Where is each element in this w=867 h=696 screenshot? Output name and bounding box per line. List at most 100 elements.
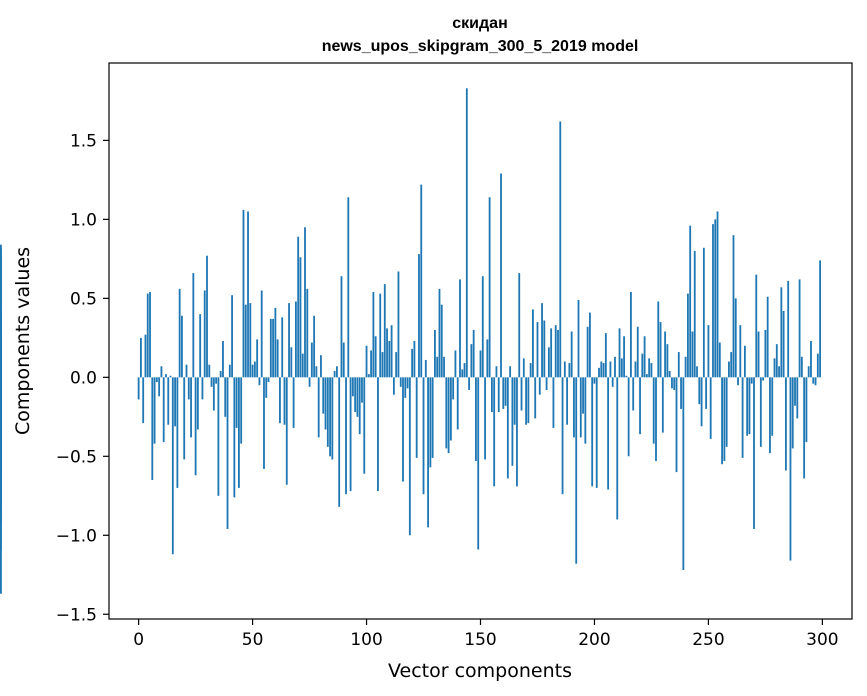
bar-component-152 xyxy=(484,377,486,460)
bar-component-14 xyxy=(169,375,172,378)
bar-component-180 xyxy=(547,347,550,378)
bar-component-3 xyxy=(144,334,147,378)
bar-component-106 xyxy=(379,293,382,378)
bar-component-60 xyxy=(274,307,277,378)
bar-component-266 xyxy=(743,345,746,378)
bar-component-25 xyxy=(194,377,197,476)
bar-component-10 xyxy=(160,366,163,378)
bar-component-273 xyxy=(759,377,762,447)
bar-component-52 xyxy=(256,339,259,378)
bar-component-207 xyxy=(609,361,612,378)
plot-frame xyxy=(108,62,853,620)
bar-component-198 xyxy=(588,312,591,378)
bar-component-130 xyxy=(434,329,436,378)
bar-component-205 xyxy=(604,333,607,378)
bar-component-206 xyxy=(607,377,610,490)
bar-component-137 xyxy=(449,377,452,441)
bar-component-163 xyxy=(509,366,512,378)
bar-component-76 xyxy=(310,342,313,378)
bar-component-276 xyxy=(766,296,769,378)
bar-component-247 xyxy=(700,377,703,427)
bar-component-194 xyxy=(579,377,582,438)
bar-component-248 xyxy=(702,247,705,378)
bar-component-202 xyxy=(598,367,600,378)
bar-component-296 xyxy=(812,377,815,384)
bar-component-283 xyxy=(782,310,785,378)
bar-component-232 xyxy=(666,344,669,378)
bar-component-24 xyxy=(192,273,195,378)
bar-component-214 xyxy=(625,375,628,378)
bar-component-230 xyxy=(661,377,664,433)
bar-component-143 xyxy=(463,363,466,378)
bar-component-44 xyxy=(238,377,240,488)
bar-component-221 xyxy=(641,353,644,378)
bar-component-117 xyxy=(404,377,407,398)
bar-component-237 xyxy=(677,352,680,378)
bar-component-269 xyxy=(750,377,753,384)
bar-component-57 xyxy=(267,377,270,383)
bar-component-undefined xyxy=(0,359,2,378)
bar-component-184 xyxy=(557,329,559,378)
bar-component-171 xyxy=(527,377,530,424)
bar-component-38 xyxy=(224,377,227,417)
bar-component-216 xyxy=(630,292,632,378)
bar-component-193 xyxy=(577,299,580,378)
bar-component-151 xyxy=(481,276,484,378)
y-tick-label: −1.0 xyxy=(56,526,97,546)
bar-component-160 xyxy=(502,377,505,409)
bar-component-0 xyxy=(137,377,140,400)
bar-component-147 xyxy=(472,329,475,378)
bar-component-96 xyxy=(356,377,359,417)
bar-component-113 xyxy=(395,352,398,378)
bar-component-215 xyxy=(627,377,630,457)
bar-component-167 xyxy=(518,273,521,378)
bar-component-86 xyxy=(333,371,336,378)
bar-component-142 xyxy=(461,369,464,378)
bar-component-75 xyxy=(308,377,311,387)
bar-component-2 xyxy=(142,377,145,424)
bar-component-11 xyxy=(162,377,165,443)
chart-subtitle: news_upos_skipgram_300_5_2019 model xyxy=(322,38,639,55)
bar-component-256 xyxy=(721,377,723,465)
bar-component-226 xyxy=(652,377,655,444)
bar-component-286 xyxy=(789,377,792,561)
bar-component-203 xyxy=(600,361,603,378)
bar-component-162 xyxy=(506,377,509,479)
bar-component-4 xyxy=(146,293,149,378)
bar-component-177 xyxy=(541,303,543,378)
bar-component-201 xyxy=(595,377,598,488)
bar-component-74 xyxy=(306,288,309,378)
bar-component-84 xyxy=(329,377,331,457)
bar-component-168 xyxy=(520,377,523,411)
bar-component-47 xyxy=(244,304,247,378)
bar-component-80 xyxy=(320,355,322,378)
x-tick-label: 300 xyxy=(806,630,838,650)
bar-component-169 xyxy=(522,358,525,378)
bar-component-20 xyxy=(183,377,186,460)
bar-component-71 xyxy=(299,257,302,378)
bar-component-255 xyxy=(718,342,721,378)
bar-component-155 xyxy=(490,377,493,413)
bar-component-210 xyxy=(616,377,619,520)
bar-component-129 xyxy=(431,377,434,458)
bar-component-258 xyxy=(725,377,728,447)
bar-component-291 xyxy=(800,356,803,378)
bar-component-233 xyxy=(668,371,671,378)
bar-component-250 xyxy=(707,325,710,378)
bar-component-281 xyxy=(778,366,780,378)
y-tick-label: 1.0 xyxy=(70,210,97,230)
bar-component-43 xyxy=(235,377,238,428)
bar-component-228 xyxy=(657,301,660,378)
bar-component-58 xyxy=(269,318,272,378)
bar-component-199 xyxy=(591,377,594,487)
bar-component-164 xyxy=(511,377,514,466)
bar-component-36 xyxy=(219,371,222,378)
bar-component-246 xyxy=(698,377,701,405)
bar-component-109 xyxy=(386,328,388,378)
bar-component-263 xyxy=(737,377,739,386)
bar-component-56 xyxy=(265,377,268,398)
bar-component-135 xyxy=(445,377,448,449)
y-axis-label: Components values xyxy=(12,247,34,435)
bar-component-298 xyxy=(816,353,819,378)
bar-component-134 xyxy=(443,356,445,378)
